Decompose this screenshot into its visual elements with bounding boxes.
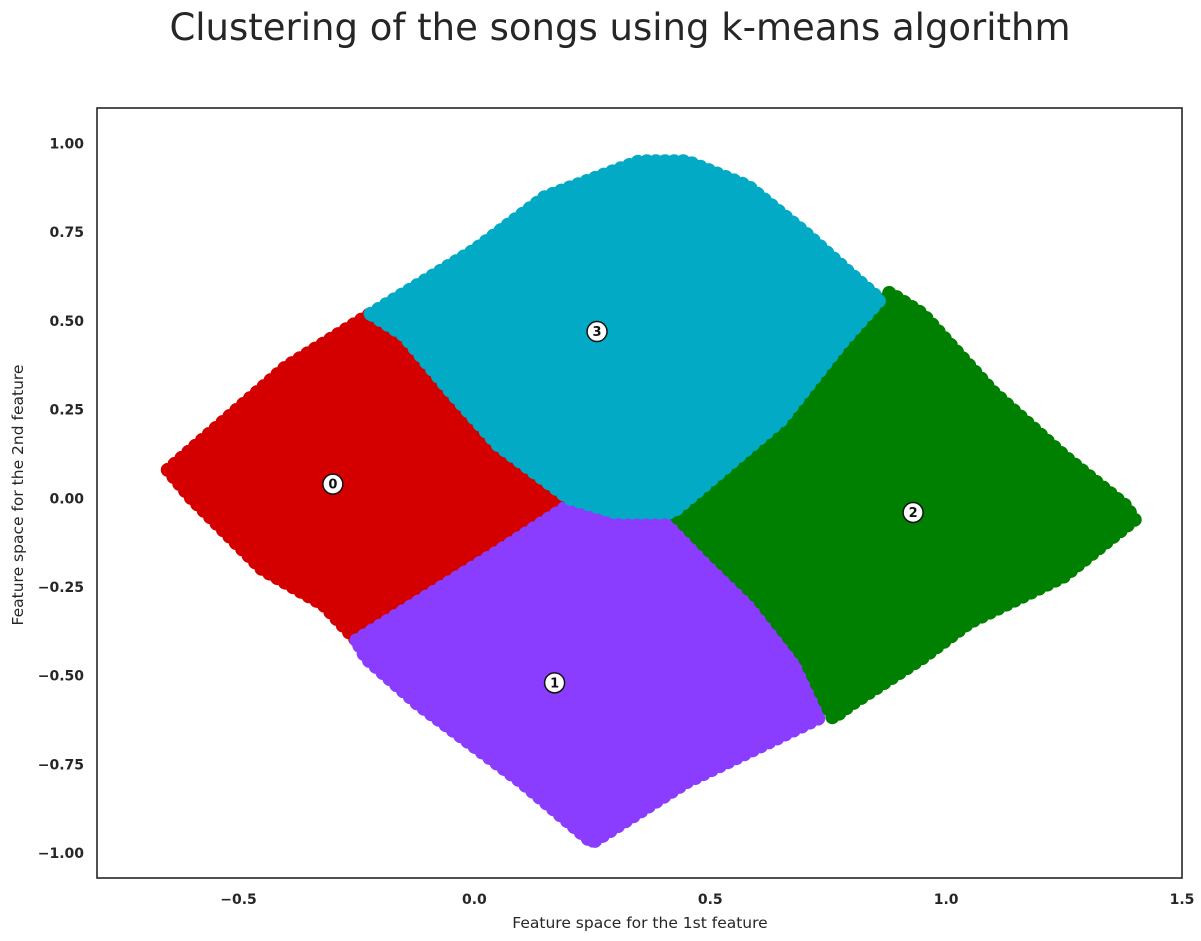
centroid-2-label: 2 xyxy=(909,506,918,521)
x-tick-label: 0.5 xyxy=(698,892,723,908)
chart-title: Clustering of the songs using k-means al… xyxy=(169,6,1070,49)
centroid-2-marker xyxy=(902,501,924,524)
centroid-0: 0 xyxy=(322,473,344,495)
y-axis-ticks: 1.00 0.75 0.50 0.25 0.00 −0.25 −0.50 −0.75 −1.00 xyxy=(38,136,85,862)
y-tick-label: −0.75 xyxy=(38,757,84,773)
y-axis-label: Feature space for the 2nd feature xyxy=(9,365,27,626)
centroid-0-marker xyxy=(322,473,344,495)
y-tick-label: 1.00 xyxy=(49,136,84,152)
x-tick-label: 1.5 xyxy=(1170,892,1195,908)
cluster-layer xyxy=(160,154,1142,850)
x-tick-label: 1.0 xyxy=(934,892,959,908)
x-axis-ticks: −0.5 0.0 0.5 1.0 1.5 xyxy=(220,892,1194,908)
plot-frame xyxy=(96,107,1183,879)
centroid-3-label: 3 xyxy=(593,325,602,340)
centroid-1-marker xyxy=(543,672,566,694)
cluster-3-edge-points xyxy=(363,154,888,520)
y-tick-label: 0.00 xyxy=(49,491,84,507)
y-tick-label: −0.50 xyxy=(38,669,85,685)
centroid-1: 1 xyxy=(543,672,566,694)
y-tick-label: 0.50 xyxy=(49,314,84,330)
centroid-3: 3 xyxy=(586,320,608,343)
y-tick-label: −1.00 xyxy=(38,846,85,862)
x-axis-label: Feature space for the 1st feature xyxy=(512,914,767,932)
centroid-1-label: 1 xyxy=(550,676,559,691)
x-tick-label: −0.5 xyxy=(220,892,257,908)
y-tick-label: −0.25 xyxy=(38,580,84,596)
centroid-2: 2 xyxy=(902,501,924,524)
centroid-layer: 0 1 2 3 xyxy=(322,320,924,694)
centroid-0-label: 0 xyxy=(328,478,337,493)
y-tick-label: 0.25 xyxy=(49,403,84,419)
cluster-3 xyxy=(363,154,888,520)
x-tick-label: 0.0 xyxy=(462,892,487,908)
centroid-3-marker xyxy=(586,320,608,343)
y-tick-label: 0.75 xyxy=(49,225,84,241)
